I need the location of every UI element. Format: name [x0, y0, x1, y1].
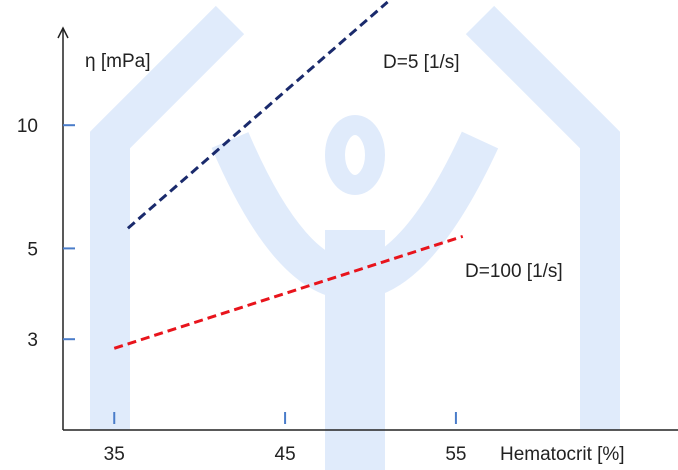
x-axis-label: Hematocrit [%]	[500, 444, 625, 465]
x-tick-label: 35	[104, 444, 125, 465]
y-axis-arrow	[57, 26, 69, 39]
y-tick-label: 10	[17, 116, 38, 137]
line	[126, 0, 389, 230]
y-tick-label: 3	[27, 330, 38, 351]
watermark	[90, 5, 620, 470]
x-tick-label: 45	[275, 444, 296, 465]
series-label: D=5 [1/s]	[383, 52, 460, 73]
line	[113, 234, 464, 350]
y-axis-label: η [mPa]	[85, 51, 150, 72]
y-tick-label: 5	[27, 239, 38, 260]
x-tick-label: 55	[445, 444, 466, 465]
series-label: D=100 [1/s]	[465, 261, 563, 282]
